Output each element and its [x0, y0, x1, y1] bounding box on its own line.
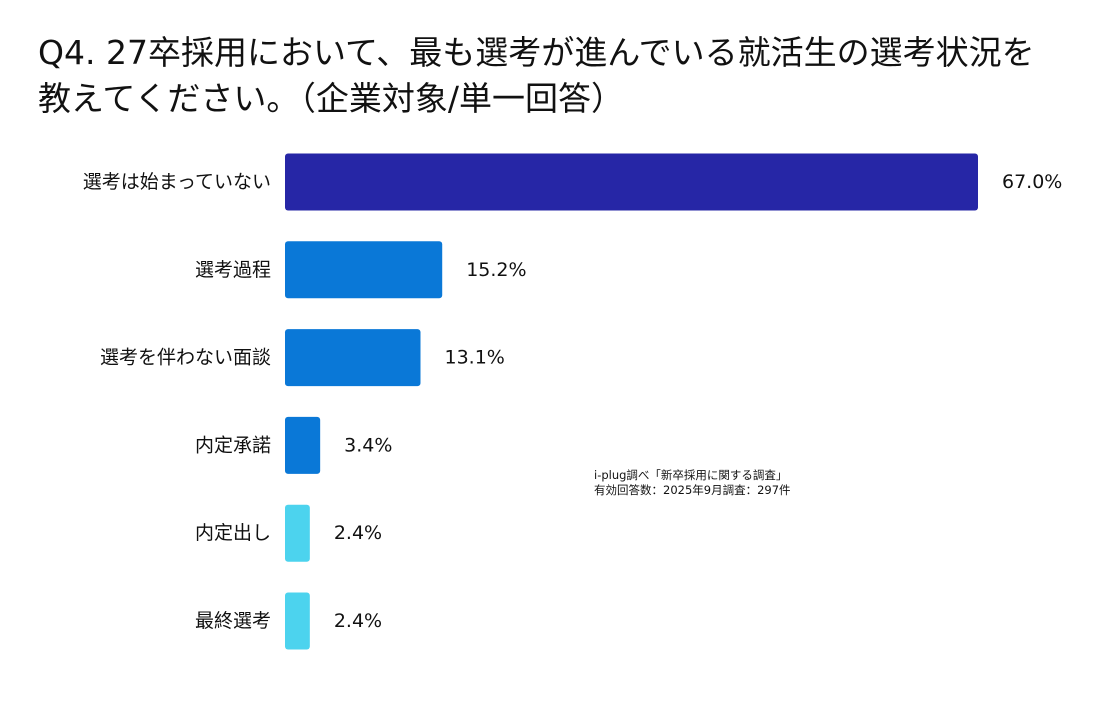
- category-label: 最終選考: [195, 610, 271, 632]
- category-label: 選考過程: [195, 259, 271, 281]
- source-line-2: 有効回答数：2025年9月調査：297件: [594, 483, 791, 497]
- bar: [285, 153, 978, 211]
- value-label: 2.4%: [334, 522, 382, 544]
- category-label: 選考を伴わない面談: [100, 347, 271, 369]
- value-label: 15.2%: [466, 259, 526, 281]
- bar: [285, 504, 310, 562]
- source-line-1: i-plug調べ「新卒採用に関する調査」: [594, 468, 788, 482]
- source-note: i-plug調べ「新卒採用に関する調査」 有効回答数：2025年9月調査：297…: [594, 468, 791, 498]
- bar: [285, 329, 421, 387]
- chart-title: Q4. 27卒採用において、最も選考が進んでいる就活生の選考状況を 教えてくださ…: [38, 30, 1088, 122]
- category-label: 内定出し: [195, 522, 271, 544]
- value-label: 2.4%: [334, 610, 382, 632]
- chart-title-line-1: Q4. 27卒採用において、最も選考が進んでいる就活生の選考状況を: [38, 33, 1035, 72]
- value-label: 67.0%: [1002, 171, 1062, 193]
- value-label: 13.1%: [444, 347, 504, 369]
- bar: [285, 416, 321, 474]
- category-label: 選考は始まっていない: [83, 171, 271, 193]
- chart-title-line-2: 教えてください。（企業対象/単一回答）: [38, 79, 624, 118]
- bar: [285, 241, 443, 299]
- category-label: 内定承諾: [195, 434, 271, 456]
- bar: [285, 592, 310, 650]
- value-label: 3.4%: [344, 434, 392, 456]
